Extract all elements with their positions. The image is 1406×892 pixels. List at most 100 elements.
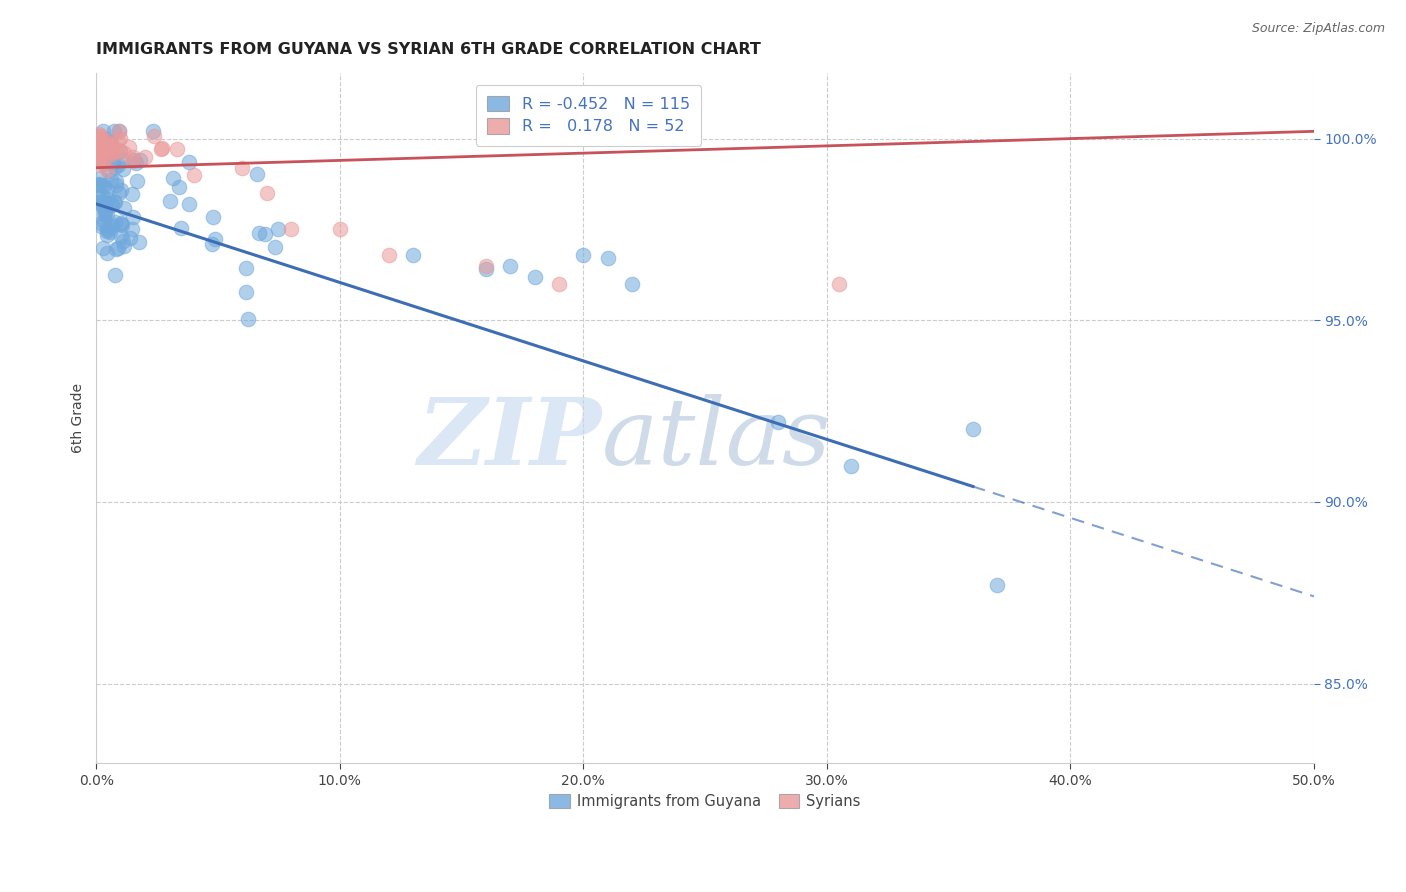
Point <box>101 145 124 160</box>
Text: IMMIGRANTS FROM GUYANA VS SYRIAN 6TH GRADE CORRELATION CHART: IMMIGRANTS FROM GUYANA VS SYRIAN 6TH GRA… <box>97 42 761 57</box>
Point <box>90 178 112 193</box>
Point <box>111 219 134 233</box>
Point <box>89 147 111 161</box>
Point <box>87 139 110 153</box>
Point <box>112 234 135 248</box>
Point <box>110 228 132 243</box>
Point <box>596 252 619 266</box>
Point <box>247 226 270 240</box>
Point <box>98 137 121 152</box>
Point <box>572 248 595 262</box>
Point <box>93 142 115 156</box>
Point <box>280 222 302 236</box>
Point <box>89 135 111 149</box>
Point <box>112 239 135 253</box>
Point <box>142 129 165 144</box>
Point <box>93 198 115 212</box>
Point <box>104 242 127 256</box>
Point <box>201 236 224 251</box>
Point <box>235 285 257 299</box>
Point <box>104 160 127 174</box>
Point <box>104 214 127 228</box>
Point <box>87 189 110 203</box>
Point <box>96 246 118 260</box>
Point <box>162 170 184 185</box>
Point <box>87 151 110 165</box>
Point <box>150 142 173 156</box>
Point <box>125 174 148 188</box>
Point <box>90 216 112 230</box>
Point <box>101 147 124 161</box>
Point <box>166 142 188 156</box>
Point <box>177 155 200 169</box>
Point <box>91 188 114 202</box>
Point <box>93 178 115 193</box>
Point <box>87 195 110 210</box>
Point <box>94 136 117 150</box>
Point <box>231 161 253 175</box>
Point <box>110 183 132 197</box>
Point <box>87 133 110 147</box>
Point <box>96 147 118 161</box>
Point <box>121 222 143 236</box>
Point <box>766 415 789 429</box>
Point <box>246 167 269 181</box>
Point <box>329 222 352 236</box>
Point <box>97 139 120 153</box>
Point <box>96 144 118 158</box>
Point <box>183 168 205 182</box>
Text: ZIP: ZIP <box>418 394 602 484</box>
Point <box>98 164 121 178</box>
Point <box>121 187 143 202</box>
Point <box>103 124 125 138</box>
Point <box>96 208 118 222</box>
Point <box>87 178 110 192</box>
Point <box>100 173 122 187</box>
Point <box>97 192 120 206</box>
Point <box>87 132 110 146</box>
Point <box>107 186 129 200</box>
Text: Source: ZipAtlas.com: Source: ZipAtlas.com <box>1251 22 1385 36</box>
Point <box>91 158 114 172</box>
Y-axis label: 6th Grade: 6th Grade <box>72 384 86 453</box>
Point <box>177 197 200 211</box>
Point <box>235 261 257 276</box>
Point <box>114 201 136 215</box>
Point <box>110 216 132 230</box>
Point <box>96 222 118 236</box>
Point <box>134 150 156 164</box>
Point <box>142 124 165 138</box>
Point <box>90 198 112 212</box>
Point <box>87 150 110 164</box>
Point <box>122 154 145 169</box>
Point <box>402 248 425 262</box>
Point <box>122 153 145 168</box>
Point <box>475 259 498 273</box>
Point <box>170 221 193 235</box>
Point <box>839 458 862 473</box>
Point <box>94 196 117 211</box>
Point <box>104 268 127 282</box>
Point <box>202 210 225 224</box>
Point <box>122 210 145 224</box>
Point <box>110 217 132 231</box>
Point <box>267 222 290 236</box>
Point <box>91 155 114 169</box>
Point <box>129 153 152 168</box>
Point <box>100 220 122 235</box>
Point <box>94 133 117 147</box>
Point <box>96 162 118 177</box>
Point <box>89 137 111 152</box>
Legend: Immigrants from Guyana, Syrians: Immigrants from Guyana, Syrians <box>544 789 866 815</box>
Point <box>256 186 278 200</box>
Point <box>167 179 190 194</box>
Point <box>548 277 571 291</box>
Point <box>621 277 644 291</box>
Point <box>96 227 118 242</box>
Point <box>107 158 129 172</box>
Point <box>104 194 127 209</box>
Point <box>100 138 122 153</box>
Point <box>101 198 124 212</box>
Point <box>89 153 111 168</box>
Point <box>93 241 115 255</box>
